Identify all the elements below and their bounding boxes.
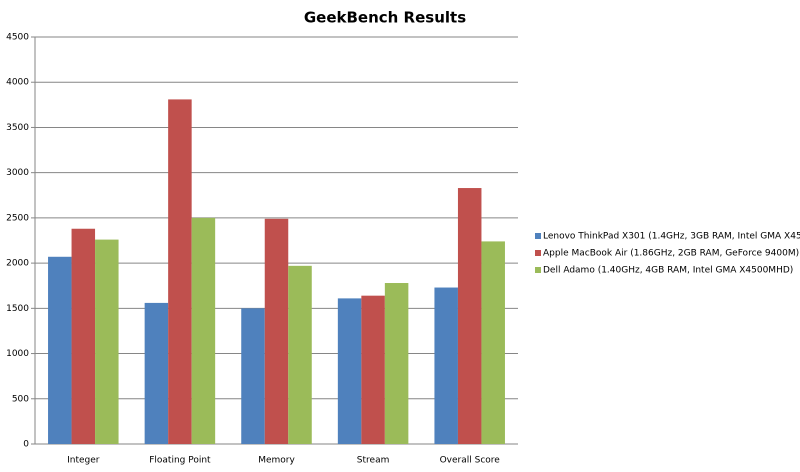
legend-label: Dell Adamo (1.40GHz, 4GB RAM, Intel GMA … bbox=[543, 266, 793, 276]
bar bbox=[361, 295, 385, 444]
y-tick-label: 1500 bbox=[6, 304, 29, 314]
x-tick-label: Memory bbox=[258, 456, 295, 466]
y-tick-label: 500 bbox=[12, 394, 29, 404]
bar bbox=[191, 217, 216, 444]
legend-swatch bbox=[535, 233, 541, 239]
bar bbox=[71, 228, 96, 444]
bar bbox=[481, 241, 505, 444]
y-tick-label: 4500 bbox=[6, 33, 29, 43]
y-tick-label: 3500 bbox=[6, 123, 29, 133]
legend-swatch bbox=[535, 250, 541, 256]
bar bbox=[434, 287, 458, 444]
bar bbox=[288, 265, 312, 444]
y-tick-label: 0 bbox=[23, 440, 29, 450]
chart-title: GeekBench Results bbox=[304, 9, 466, 27]
bar bbox=[95, 239, 119, 444]
y-tick-label: 2000 bbox=[6, 259, 29, 269]
x-tick-label: Stream bbox=[357, 456, 390, 466]
bar bbox=[264, 218, 289, 444]
bar bbox=[144, 302, 169, 444]
y-tick-label: 1000 bbox=[6, 349, 29, 359]
bar bbox=[168, 99, 192, 444]
x-tick-label: Integer bbox=[67, 456, 100, 466]
x-tick-label: Floating Point bbox=[149, 456, 211, 466]
legend-label: Apple MacBook Air (1.86GHz, 2GB RAM, GeF… bbox=[543, 249, 799, 259]
legend-swatch bbox=[535, 267, 541, 273]
bar bbox=[384, 283, 409, 444]
bar bbox=[241, 308, 265, 444]
legend-label: Lenovo ThinkPad X301 (1.4GHz, 3GB RAM, I… bbox=[543, 232, 800, 242]
bar bbox=[457, 188, 482, 444]
bar bbox=[48, 256, 72, 444]
x-tick-label: Overall Score bbox=[440, 456, 501, 466]
y-tick-label: 4000 bbox=[6, 78, 29, 88]
y-tick-label: 2500 bbox=[6, 213, 29, 223]
bar bbox=[337, 298, 362, 444]
y-tick-label: 3000 bbox=[6, 168, 29, 178]
